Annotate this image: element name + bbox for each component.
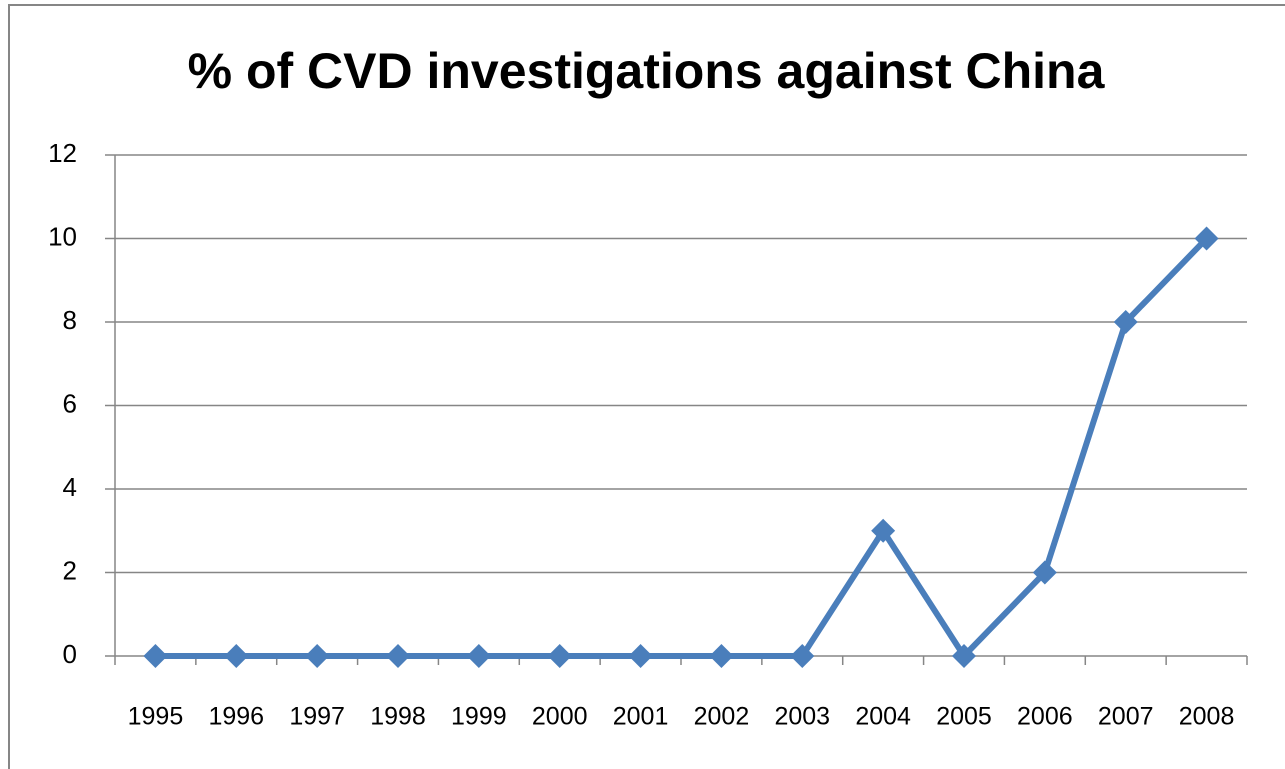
data-point	[547, 644, 572, 668]
data-point	[790, 644, 815, 668]
x-tick-label: 2001	[613, 703, 669, 731]
data-point	[871, 518, 896, 543]
x-tick-label: 2007	[1098, 703, 1154, 731]
data-point	[628, 644, 653, 668]
y-tick-label: 6	[63, 388, 77, 418]
y-tick-label: 12	[48, 138, 77, 168]
x-tick-label: 2006	[1017, 703, 1073, 731]
data-point	[1113, 310, 1138, 334]
data-point	[386, 644, 410, 668]
x-tick-label: 2000	[532, 703, 588, 731]
y-tick-label: 4	[63, 472, 77, 502]
data-point	[952, 644, 976, 668]
y-tick-label: 2	[63, 555, 77, 585]
x-tick-label: 1999	[451, 703, 507, 731]
data-point	[709, 644, 734, 668]
data-point	[224, 644, 249, 668]
x-tick-label: 1997	[289, 703, 345, 731]
chart-title: % of CVD investigations against China	[188, 43, 1106, 99]
data-line	[155, 236, 1209, 659]
x-tick-label: 1995	[128, 703, 184, 731]
x-tick-label: 2004	[855, 703, 911, 731]
x-tick-label: 2002	[694, 703, 750, 731]
data-point	[143, 644, 168, 668]
x-tick-label: 2003	[774, 703, 830, 731]
data-point	[1032, 560, 1057, 585]
x-tick-label: 1998	[370, 703, 426, 731]
chart-frame	[8, 4, 1285, 769]
data-point	[305, 644, 330, 668]
y-tick-label: 8	[63, 305, 77, 335]
x-tick-label: 2005	[936, 703, 992, 731]
data-point	[466, 644, 491, 668]
x-tick-label: 2008	[1179, 703, 1235, 731]
data-point	[1194, 226, 1219, 251]
y-tick-label: 10	[48, 221, 77, 251]
y-tick-label: 0	[63, 639, 77, 669]
x-tick-label: 1996	[208, 703, 264, 731]
